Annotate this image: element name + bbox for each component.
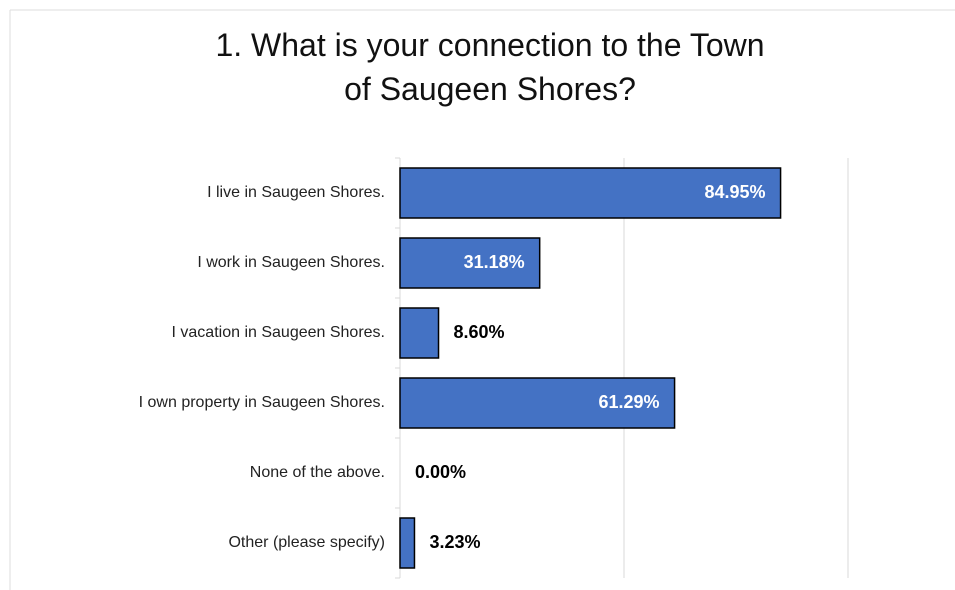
y-tick-label: I live in Saugeen Shores. — [207, 184, 385, 201]
bar — [399, 377, 676, 429]
data-label: 0.00% — [415, 462, 466, 482]
y-tick-label: None of the above. — [250, 464, 385, 481]
y-tick-label: Other (please specify) — [228, 534, 385, 551]
data-label: 61.29% — [599, 392, 660, 412]
bar — [399, 307, 440, 359]
y-tick-label: I work in Saugeen Shores. — [197, 254, 385, 271]
data-label: 84.95% — [705, 182, 766, 202]
data-label: 8.60% — [454, 322, 505, 342]
y-tick-label: I own property in Saugeen Shores. — [139, 394, 385, 411]
bar — [399, 167, 782, 219]
data-label: 3.23% — [429, 532, 480, 552]
bar — [399, 517, 416, 569]
y-tick-label: I vacation in Saugeen Shores. — [172, 324, 385, 341]
bar — [399, 237, 541, 289]
data-label: 31.18% — [464, 252, 525, 272]
chart-title: 1. What is your connection to the Town of… — [215, 27, 764, 107]
